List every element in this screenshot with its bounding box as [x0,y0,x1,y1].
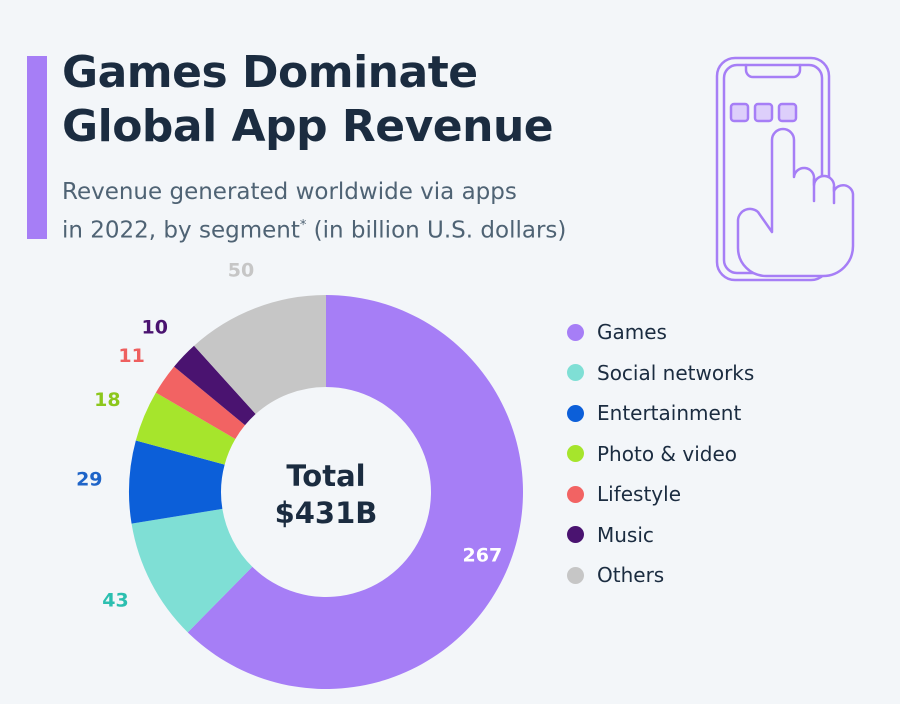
footnote-mark: * [299,218,307,233]
legend-swatch [567,526,584,544]
legend-item-games: Games [567,312,754,353]
legend-swatch [567,323,584,341]
data-label-lifestyle: 11 [118,345,144,367]
slice-entertainment [129,440,225,524]
legend-swatch [567,404,584,422]
legend-item-social-networks: Social networks [567,353,754,394]
data-label-entertainment: 29 [76,468,102,490]
legend-item-lifestyle: Lifestyle [567,474,754,515]
slice-music [174,345,256,426]
slice-social-networks [131,508,253,633]
page-title: Games Dominate Global App Revenue [62,46,554,154]
legend-swatch [567,364,584,382]
legend-swatch [567,445,584,463]
total-label-line-1: Total [286,459,366,493]
legend-label: Social networks [597,360,755,385]
data-label-music: 10 [142,317,168,339]
subtitle-line-2-pre: in 2022, by segment [62,217,300,244]
legend-item-photo-and-video: Photo & video [567,434,754,475]
subtitle: Revenue generated worldwide via apps in … [62,176,566,248]
donut-center-total: Total $431B [226,458,426,532]
data-label-others: 50 [228,259,254,281]
slice-photo-and-video [135,392,236,465]
subtitle-line-2-post: (in billion U.S. dollars) [306,217,567,244]
legend-swatch [567,485,584,503]
title-line-2: Global App Revenue [62,101,554,152]
legend-swatch [567,566,584,584]
total-value: $431B [274,496,378,530]
legend-label: Others [597,563,665,588]
slice-lifestyle [155,366,246,440]
subtitle-line-1: Revenue generated worldwide via apps [62,179,517,205]
slice-others [194,295,326,415]
data-label-games: 267 [463,545,503,567]
legend-label: Photo & video [597,441,737,466]
legend-item-music: Music [567,515,754,556]
slice-games [187,295,523,689]
legend-label: Entertainment [597,401,742,426]
title-line-1: Games Dominate [62,47,478,98]
subtitle-line-2: in 2022, by segment* (in billion U.S. do… [62,209,566,248]
legend-label: Music [597,522,654,547]
smartphone-tap-icon [715,56,855,282]
data-label-photo-and-video: 18 [94,389,120,411]
data-label-social-networks: 43 [102,589,128,611]
accent-bar [27,56,47,239]
legend-item-others: Others [567,555,754,596]
legend-label: Lifestyle [597,482,682,507]
chart-legend: Games Social networks Entertainment Photo &… [567,312,754,596]
legend-item-entertainment: Entertainment [567,393,754,434]
legend-label: Games [597,320,667,345]
